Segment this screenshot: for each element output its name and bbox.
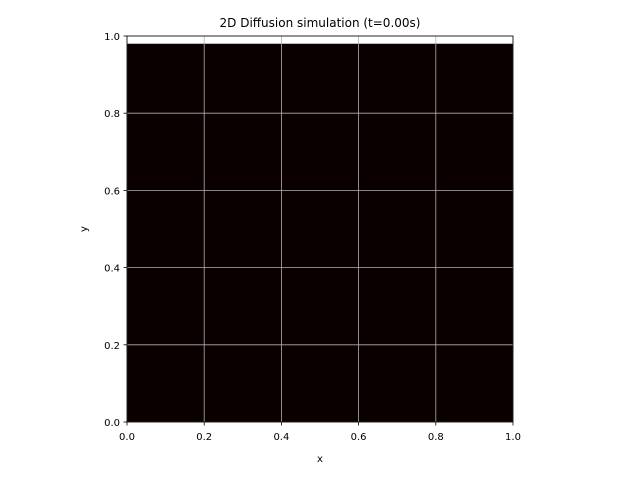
x-tick-label-4: 0.8 — [428, 432, 444, 443]
y-tick-label-4: 0.8 — [104, 109, 120, 120]
chart-title: 2D Diffusion simulation (t=0.00s) — [220, 16, 421, 30]
x-tick-label-3: 0.6 — [351, 432, 367, 443]
plot-frame — [126, 35, 514, 423]
plot-area: 0.0 0.2 0.4 0.6 0.8 1.0 0.0 0.2 0.4 0.6 0.8 1.0 — [104, 32, 521, 443]
x-tick-label-1: 0.2 — [196, 432, 212, 443]
concentration-field — [127, 43, 513, 422]
y-axis-label: y — [79, 226, 90, 232]
y-tick-label-5: 1.0 — [104, 32, 120, 43]
x-tick-label-0: 0.0 — [119, 432, 135, 443]
x-tick-label-2: 0.4 — [273, 432, 289, 443]
y-tick-label-3: 0.6 — [104, 186, 120, 197]
y-tick-label-0: 0.0 — [104, 418, 120, 429]
y-tick-label-2: 0.4 — [104, 264, 120, 275]
x-axis-label: x — [317, 454, 323, 465]
x-tick-label-5: 1.0 — [505, 432, 521, 443]
y-tick-label-1: 0.2 — [104, 341, 120, 352]
